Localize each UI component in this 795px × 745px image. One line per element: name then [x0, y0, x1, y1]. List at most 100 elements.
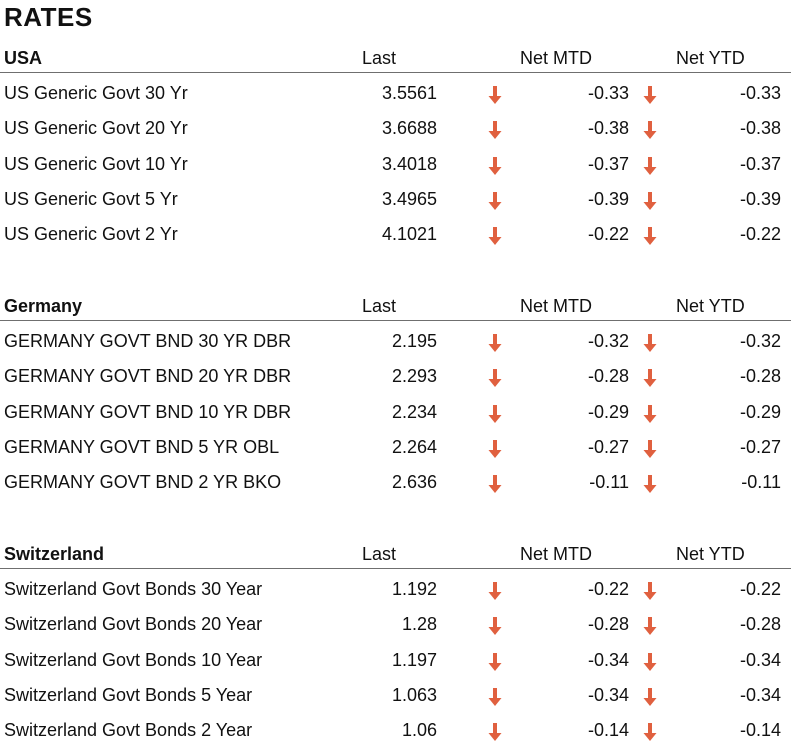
net-ytd-value: -0.34: [739, 684, 781, 705]
instrument-name: Switzerland Govt Bonds 5 Year: [4, 684, 253, 705]
last-value: 3.4018: [381, 153, 437, 174]
arrow-down-icon: [641, 191, 659, 211]
instrument-name: GERMANY GOVT BND 5 YR OBL: [4, 436, 280, 457]
arrow-down-icon: [641, 404, 659, 424]
arrow-down-icon: [641, 474, 659, 494]
column-header-net-ytd: Net YTD: [676, 544, 745, 564]
net-mtd-value: -0.28: [587, 614, 629, 635]
table-row: GERMANY GOVT BND 20 YR DBR 2.293 -0.28 -0.2…: [0, 356, 791, 391]
net-ytd-value: -0.38: [739, 118, 781, 139]
arrow-down-icon: [641, 439, 659, 459]
arrow-down-icon: [641, 85, 659, 105]
net-mtd-value: -0.29: [587, 401, 629, 422]
arrow-down-icon: [486, 687, 504, 707]
last-value: 1.06: [401, 720, 437, 741]
table-row: Switzerland Govt Bonds 5 Year 1.063 -0.34 -…: [0, 675, 791, 710]
instrument-name: US Generic Govt 10 Yr: [4, 153, 188, 174]
net-ytd-value: -0.11: [741, 472, 781, 493]
last-value: 4.1021: [381, 224, 437, 245]
last-value: 1.063: [391, 684, 437, 705]
net-mtd-value: -0.22: [587, 224, 629, 245]
instrument-name: GERMANY GOVT BND 30 YR DBR: [4, 331, 292, 351]
column-header-last: Last: [362, 544, 397, 564]
net-mtd-value: -0.34: [587, 684, 629, 705]
arrow-down-icon: [486, 581, 504, 601]
arrow-down-icon: [641, 120, 659, 140]
instrument-name: Switzerland Govt Bonds 20 Year: [4, 614, 263, 635]
arrow-down-icon: [486, 156, 504, 176]
section-header: Switzerland Last Net MTD Net YTD: [0, 535, 791, 569]
net-ytd-value: -0.32: [739, 331, 781, 351]
table-row: GERMANY GOVT BND 2 YR BKO 2.636 -0.11 -0.11: [0, 462, 791, 497]
section-germany: Germany Last Net MTD Net YTD GERMANY GOV…: [0, 287, 791, 497]
arrow-down-icon: [641, 226, 659, 246]
rows-container: US Generic Govt 30 Yr 3.5561 -0.33 -0.33 US …: [0, 73, 791, 249]
net-ytd-value: -0.27: [739, 436, 781, 457]
arrow-down-icon: [486, 439, 504, 459]
arrow-down-icon: [486, 120, 504, 140]
instrument-name: Switzerland Govt Bonds 10 Year: [4, 649, 263, 670]
column-header-last: Last: [362, 296, 397, 316]
net-ytd-value: -0.14: [739, 720, 781, 741]
last-value: 2.264: [391, 436, 437, 457]
net-ytd-value: -0.29: [739, 401, 781, 422]
net-ytd-value: -0.22: [739, 224, 781, 245]
arrow-down-icon: [486, 652, 504, 672]
table-row: GERMANY GOVT BND 30 YR DBR 2.195 -0.32 -0.3…: [0, 321, 791, 356]
section-usa: USA Last Net MTD Net YTD US Generic Govt…: [0, 39, 791, 249]
net-ytd-value: -0.33: [739, 83, 781, 103]
last-value: 1.28: [401, 614, 437, 635]
arrow-down-icon: [486, 722, 504, 742]
last-value: 2.234: [391, 401, 437, 422]
arrow-down-icon: [641, 722, 659, 742]
net-mtd-value: -0.34: [587, 649, 629, 670]
table-row: US Generic Govt 2 Yr 4.1021 -0.22 -0.22: [0, 214, 791, 249]
instrument-name: US Generic Govt 2 Yr: [4, 224, 178, 245]
net-ytd-value: -0.28: [739, 614, 781, 635]
arrow-down-icon: [641, 156, 659, 176]
arrow-down-icon: [486, 616, 504, 636]
arrow-down-icon: [486, 404, 504, 424]
instrument-name: US Generic Govt 30 Yr: [4, 83, 188, 103]
table-row: US Generic Govt 5 Yr 3.4965 -0.39 -0.39: [0, 179, 791, 214]
instrument-name: GERMANY GOVT BND 10 YR DBR: [4, 401, 292, 422]
arrow-down-icon: [486, 85, 504, 105]
arrow-down-icon: [486, 333, 504, 353]
last-value: 2.195: [391, 331, 437, 351]
instrument-name: Switzerland Govt Bonds 30 Year: [4, 579, 263, 599]
net-ytd-value: -0.34: [739, 649, 781, 670]
net-mtd-value: -0.37: [587, 153, 629, 174]
arrow-down-icon: [641, 652, 659, 672]
column-header-net-mtd: Net MTD: [520, 296, 592, 316]
section-title: Germany: [4, 296, 83, 316]
last-value: 2.636: [391, 472, 437, 493]
last-value: 2.293: [391, 366, 437, 387]
page-title: RATES: [4, 2, 93, 32]
table-row: Switzerland Govt Bonds 2 Year 1.06 -0.14 -0…: [0, 710, 791, 745]
table-row: GERMANY GOVT BND 10 YR DBR 2.234 -0.29 -0.2…: [0, 392, 791, 427]
section-switzerland: Switzerland Last Net MTD Net YTD Switzer…: [0, 535, 791, 745]
net-mtd-value: -0.14: [587, 720, 629, 741]
rows-container: GERMANY GOVT BND 30 YR DBR 2.195 -0.32 -0.3…: [0, 321, 791, 497]
net-ytd-value: -0.22: [739, 579, 781, 599]
table-row: Switzerland Govt Bonds 30 Year 1.192 -0.22…: [0, 569, 791, 604]
arrow-down-icon: [486, 191, 504, 211]
instrument-name: GERMANY GOVT BND 2 YR BKO: [4, 472, 282, 493]
last-value: 3.5561: [381, 83, 437, 103]
instrument-name: US Generic Govt 5 Yr: [4, 188, 178, 209]
column-header-net-ytd: Net YTD: [676, 48, 745, 68]
net-mtd-value: -0.11: [589, 472, 629, 493]
net-ytd-value: -0.37: [739, 153, 781, 174]
table-row: GERMANY GOVT BND 5 YR OBL 2.264 -0.27 -0.27: [0, 427, 791, 462]
arrow-down-icon: [486, 226, 504, 246]
net-mtd-value: -0.27: [587, 436, 629, 457]
arrow-down-icon: [641, 368, 659, 388]
net-mtd-value: -0.22: [587, 579, 629, 599]
section-title: USA: [4, 48, 43, 68]
net-mtd-value: -0.39: [587, 188, 629, 209]
last-value: 3.4965: [381, 188, 437, 209]
last-value: 1.197: [391, 649, 437, 670]
column-header-net-mtd: Net MTD: [520, 544, 592, 564]
arrow-down-icon: [641, 581, 659, 601]
column-header-net-mtd: Net MTD: [520, 48, 592, 68]
